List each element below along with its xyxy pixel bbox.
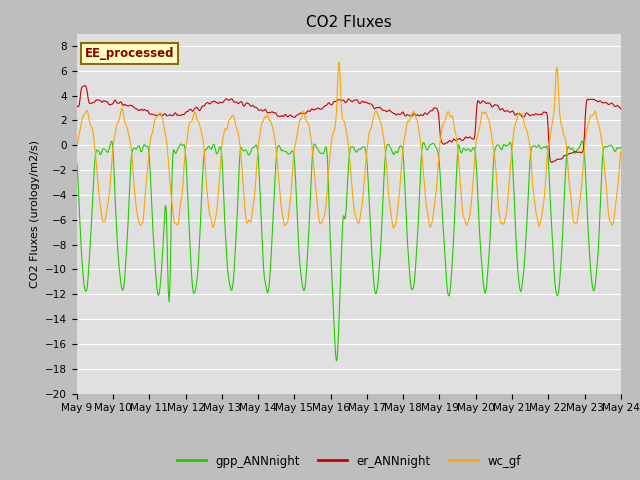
Text: EE_processed: EE_processed bbox=[85, 47, 175, 60]
Legend: gpp_ANNnight, er_ANNnight, wc_gf: gpp_ANNnight, er_ANNnight, wc_gf bbox=[172, 450, 526, 472]
Title: CO2 Fluxes: CO2 Fluxes bbox=[306, 15, 392, 30]
Y-axis label: CO2 Fluxes (urology/m2/s): CO2 Fluxes (urology/m2/s) bbox=[29, 140, 40, 288]
